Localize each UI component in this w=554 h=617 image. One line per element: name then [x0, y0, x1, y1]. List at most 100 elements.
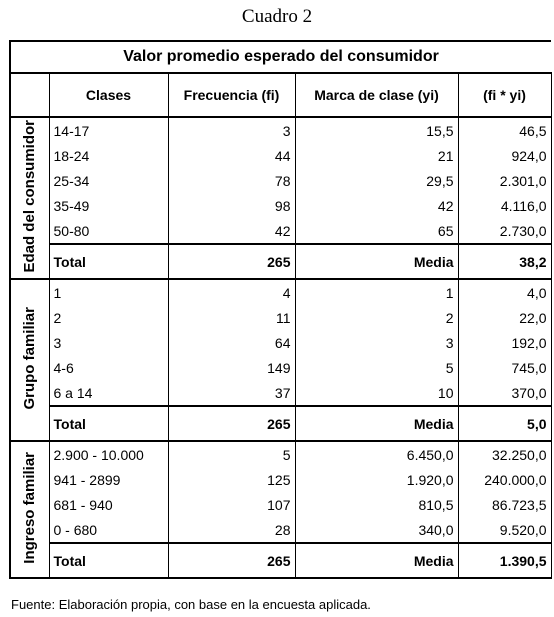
table-cell: 4-6	[48, 355, 169, 380]
header-clases: Clases	[48, 73, 169, 117]
total-cell: 1.390,5	[457, 542, 552, 579]
consumer-value-table: Valor promedio esperado del consumidor C…	[8, 40, 552, 579]
total-row: Total 265 Media 38,2	[10, 243, 552, 280]
table-row: 0 - 680 28 340,0 9.520,0	[10, 517, 552, 543]
table-cell: 2	[48, 305, 169, 330]
table-cell: 37	[167, 380, 296, 406]
table-cell: 98	[167, 193, 296, 218]
table-cell: 32.250,0	[457, 440, 552, 467]
table-cell: 22,0	[457, 305, 552, 330]
table-cell: 29,5	[294, 168, 459, 193]
table-cell: 44	[167, 143, 296, 168]
table-cell: 125	[167, 467, 296, 492]
header-frecuencia: Frecuencia (fi)	[167, 73, 296, 117]
total-cell: Media	[294, 542, 459, 579]
total-row: Total 265 Media 1.390,5	[10, 542, 552, 579]
table-cell: 28	[167, 517, 296, 543]
table-cell: 0 - 680	[48, 517, 169, 543]
table-cell: 6 a 14	[48, 380, 169, 406]
header-producto: (fi * yi)	[457, 73, 552, 117]
table-cell: 86.723,5	[457, 492, 552, 517]
table-cell: 745,0	[457, 355, 552, 380]
table-cell: 240.000,0	[457, 467, 552, 492]
table-cell: 2	[294, 305, 459, 330]
table-row: 35-49 98 42 4.116,0	[10, 193, 552, 218]
table-row: 2 11 2 22,0	[10, 305, 552, 330]
table-cell: 3	[48, 330, 169, 355]
table-cell: 2.301,0	[457, 168, 552, 193]
table-cell: 3	[167, 116, 296, 143]
table-cell: 107	[167, 492, 296, 517]
table-cell: 10	[294, 380, 459, 406]
total-cell: 5,0	[457, 405, 552, 442]
table-cell: 4,0	[457, 278, 552, 305]
header-marca-clase: Marca de clase (yi)	[294, 73, 459, 117]
table-row: 6 a 14 37 10 370,0	[10, 380, 552, 406]
table-cell: 78	[167, 168, 296, 193]
total-cell: 265	[167, 405, 296, 442]
table-cell: 810,5	[294, 492, 459, 517]
table-cell: 18-24	[48, 143, 169, 168]
total-cell: Total	[48, 243, 169, 280]
total-cell: 38,2	[457, 243, 552, 280]
table-cell: 14-17	[48, 116, 169, 143]
table-caption: Cuadro 2	[241, 6, 313, 27]
table-row: 4-6 149 5 745,0	[10, 355, 552, 380]
table-cell: 941 - 2899	[48, 467, 169, 492]
table-row: Grupo familiar 1 4 1 4,0	[9, 278, 552, 442]
table-cell: 42	[167, 218, 296, 244]
table-cell: 192,0	[457, 330, 552, 355]
table-cell: 9.520,0	[457, 517, 552, 543]
group-label: Ingreso familiar	[21, 452, 39, 564]
table-row: Ingreso familiar 2.900 - 10.000 5 6.450,0 32…	[9, 440, 552, 579]
table-cell: 5	[294, 355, 459, 380]
group-label-cell: Grupo familiar	[9, 278, 50, 442]
table-cell: 21	[294, 143, 459, 168]
total-row: Total 265 Media 5,0	[10, 405, 552, 442]
table-cell: 681 - 940	[48, 492, 169, 517]
group-label: Grupo familiar	[21, 307, 39, 410]
source-note: Fuente: Elaboración propia, con base en …	[11, 597, 371, 612]
table-cell: 1.920,0	[294, 467, 459, 492]
table-cell: 35-49	[48, 193, 169, 218]
table-row: 18-24 44 21 924,0	[10, 143, 552, 168]
group-label: Edad del consumidor	[21, 120, 39, 273]
table-cell: 3	[294, 330, 459, 355]
total-cell: 265	[167, 243, 296, 280]
table-row: Edad del consumidor 14-17 3 15,5 46,5	[9, 116, 552, 280]
table-row: 3 64 3 192,0	[10, 330, 552, 355]
total-cell: Total	[48, 542, 169, 579]
table-cell: 50-80	[48, 218, 169, 244]
table-cell: 5	[167, 440, 296, 467]
table-cell: 6.450,0	[294, 440, 459, 467]
table-cell: 42	[294, 193, 459, 218]
total-cell: Media	[294, 243, 459, 280]
group-label-cell: Ingreso familiar	[9, 440, 50, 579]
table-cell: 1	[294, 278, 459, 305]
table-cell: 1	[48, 278, 169, 305]
table-row: 681 - 940 107 810,5 86.723,5	[10, 492, 552, 517]
table-cell: 65	[294, 218, 459, 244]
table-cell: 2.730,0	[457, 218, 552, 244]
table-row: 25-34 78 29,5 2.301,0	[10, 168, 552, 193]
table-row: 50-80 42 65 2.730,0	[10, 218, 552, 244]
table-cell: 149	[167, 355, 296, 380]
table-row: 941 - 2899 125 1.920,0 240.000,0	[10, 467, 552, 492]
header-blank	[9, 73, 50, 117]
table-cell: 25-34	[48, 168, 169, 193]
table-cell: 64	[167, 330, 296, 355]
table-title: Valor promedio esperado del consumidor	[8, 40, 552, 74]
table-cell: 340,0	[294, 517, 459, 543]
total-cell: Total	[48, 405, 169, 442]
table-cell: 924,0	[457, 143, 552, 168]
table-cell: 2.900 - 10.000	[48, 440, 169, 467]
table-cell: 370,0	[457, 380, 552, 406]
table-cell: 11	[167, 305, 296, 330]
table-cell: 4	[167, 278, 296, 305]
total-cell: 265	[167, 542, 296, 579]
table-cell: 4.116,0	[457, 193, 552, 218]
total-cell: Media	[294, 405, 459, 442]
table-cell: 15,5	[294, 116, 459, 143]
table-cell: 46,5	[457, 116, 552, 143]
group-label-cell: Edad del consumidor	[9, 116, 50, 280]
